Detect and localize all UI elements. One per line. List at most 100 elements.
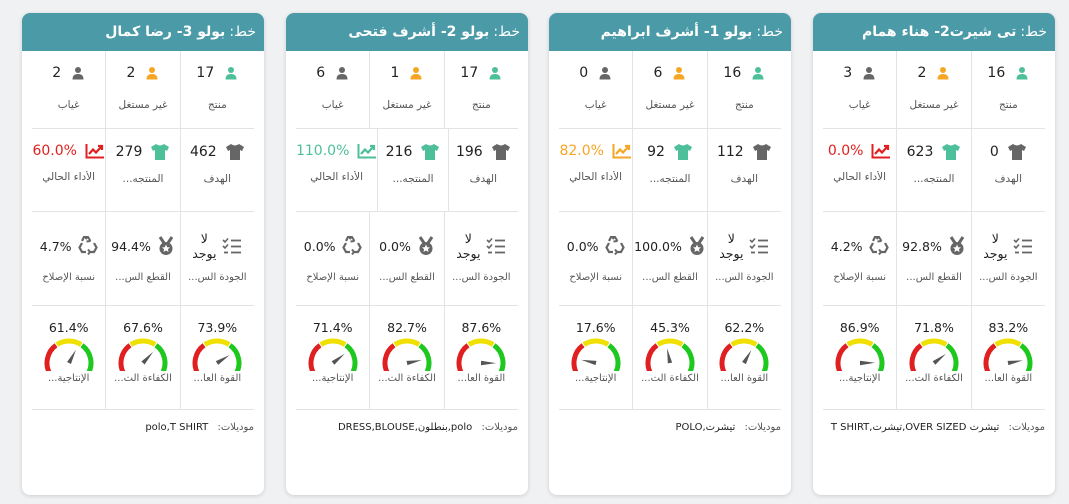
repair-label: نسبة الإصلاح — [569, 272, 622, 283]
not-used-label: غير مستغل — [118, 99, 168, 111]
card-header[interactable]: خط: تى شيرت2- هناء همام — [813, 13, 1055, 51]
medal-icon — [688, 236, 706, 256]
models-value: polo,بنطلون,DRESS,BLOUSE — [337, 422, 473, 433]
not-used-stat: 6 غير مستغل — [633, 51, 708, 128]
line-title: بولو 2- أشرف فتحى — [348, 24, 490, 40]
performance-stat: 60.0% الأداء الحالي — [32, 129, 107, 211]
checklist-icon — [222, 237, 242, 255]
repair-value: 4.2% — [830, 238, 863, 254]
line-card: خط: بولو 2- أشرف فتحى 17 منتج 1 غير مستغ… — [286, 13, 528, 495]
line-title: بولو 1- أشرف ابراهيم — [600, 24, 753, 40]
workers-row: 17 منتج 1 غير مستغل 6 غياب — [296, 51, 518, 129]
produced-stat: 16 منتج — [972, 51, 1045, 128]
models-label: موديلات: — [744, 422, 781, 433]
models-value: تيشرت,POLO — [675, 422, 736, 433]
strength-gauge-cell: 87.6% القوة العا... — [445, 306, 518, 409]
not-used-stat: 1 غير مستغل — [370, 51, 445, 128]
efficiency-value: 82.7% — [387, 320, 427, 335]
quality-label: الجودة الس... — [188, 272, 247, 283]
quality-value: لا يوجد — [456, 231, 481, 261]
trend-icon — [357, 143, 377, 159]
gauge-icon — [106, 337, 179, 371]
cut-label: القطع الس... — [115, 272, 171, 283]
shirt-icon — [420, 143, 440, 161]
strength-value: 73.9% — [197, 320, 238, 335]
absent-stat: 0 غياب — [559, 51, 634, 128]
absent-value: 0 — [579, 65, 589, 81]
line-title: بولو 3- رضا كمال — [105, 24, 226, 40]
medal-icon — [948, 236, 966, 256]
products-value: 279 — [115, 144, 143, 160]
products-value: 623 — [906, 144, 934, 160]
quality-label: الجودة الس... — [979, 272, 1038, 283]
productivity-label: الإنتاجية... — [311, 373, 354, 384]
shirt-icon — [491, 143, 511, 161]
target-label: الهدف — [994, 173, 1023, 185]
efficiency-label: الكفاءة الت... — [905, 373, 963, 384]
strength-label: القوة العا... — [720, 373, 769, 384]
gauge-icon — [296, 337, 369, 371]
gauge-icon — [559, 337, 632, 371]
products-stat: 279 المنتجه... — [106, 129, 181, 211]
quality-value: لا يوجد — [192, 231, 217, 261]
cut-value: 100.0% — [634, 238, 682, 254]
trend-icon — [871, 143, 891, 159]
produced-value: 17 — [196, 65, 215, 81]
shirt-icon — [150, 143, 170, 161]
gauge-icon — [32, 337, 105, 371]
products-value: 92 — [647, 144, 665, 160]
not-used-value: 1 — [390, 65, 400, 81]
person-icon — [1015, 66, 1029, 80]
not-used-stat: 2 غير مستغل — [897, 51, 972, 128]
person-icon — [145, 66, 159, 80]
performance-value: 82.0% — [559, 143, 604, 159]
gauges-row: 73.9% القوة العا... 67.6% الكفاءة الت...… — [32, 306, 254, 410]
gauge-icon — [708, 337, 781, 371]
cut-stat: 0.0% القطع الس... — [370, 212, 445, 305]
line-title: تى شيرت2- هناء همام — [862, 24, 1017, 40]
target-stat: 196 الهدف — [449, 129, 518, 211]
efficiency-value: 67.6% — [123, 320, 163, 335]
card-header[interactable]: خط: بولو 1- أشرف ابراهيم — [549, 13, 791, 51]
performance-stat: 82.0% الأداء الحالي — [559, 129, 634, 211]
quality-stat: لا يوجد الجودة الس... — [181, 212, 254, 305]
efficiency-value: 71.8% — [914, 320, 954, 335]
cut-stat: 92.8% القطع الس... — [897, 212, 972, 305]
gauges-row: 87.6% القوة العا... 82.7% الكفاءة الت...… — [296, 306, 518, 410]
person-icon — [335, 66, 349, 80]
performance-value: 110.0% — [295, 143, 350, 159]
cut-value: 0.0% — [379, 238, 411, 254]
card-header[interactable]: خط: بولو 3- رضا كمال — [22, 13, 264, 51]
products-label: المنتجه... — [913, 173, 955, 185]
cut-label: القطع الس... — [642, 272, 698, 283]
not-used-label: غير مستغل — [382, 99, 432, 111]
quality-row: لا يوجد الجودة الس... 94.4% القطع الس... … — [32, 212, 254, 306]
repair-value: 0.0% — [566, 238, 599, 254]
target-label: الهدف — [203, 173, 232, 185]
medal-icon — [157, 236, 175, 256]
person-icon — [598, 66, 612, 80]
gauges-row: 83.2% القوة العا... 71.8% الكفاءة الت...… — [823, 306, 1045, 410]
gauge-icon — [633, 337, 706, 371]
gauge-icon — [897, 337, 970, 371]
person-icon — [672, 66, 686, 80]
quality-stat: لا يوجد الجودة الس... — [708, 212, 781, 305]
produced-stat: 17 منتج — [445, 51, 518, 128]
efficiency-gauge-cell: 71.8% الكفاءة الت... — [897, 306, 972, 409]
produced-stat: 17 منتج — [181, 51, 254, 128]
productivity-value: 61.4% — [48, 320, 89, 335]
productivity-gauge-cell: 17.6% الإنتاجية... — [559, 306, 634, 409]
card-header[interactable]: خط: بولو 2- أشرف فتحى — [286, 13, 528, 51]
produced-label: منتج — [734, 99, 754, 111]
strength-gauge-cell: 73.9% القوة العا... — [181, 306, 254, 409]
not-used-label: غير مستغل — [645, 99, 695, 111]
efficiency-gauge-cell: 67.6% الكفاءة الت... — [106, 306, 181, 409]
absent-value: 6 — [316, 65, 326, 81]
efficiency-label: الكفاءة الت... — [641, 373, 699, 384]
line-prefix: خط: — [229, 24, 256, 40]
quality-value: لا يوجد — [719, 231, 744, 261]
models-line: موديلات: تيشرت OVER SIZED,تيشرت,T SHIRT — [823, 422, 1045, 433]
output-row: 0 الهدف 623 المنتجه... 0.0% الأداء الحال… — [823, 129, 1045, 212]
strength-value: 87.6% — [461, 320, 502, 335]
gauge-icon — [370, 337, 443, 371]
